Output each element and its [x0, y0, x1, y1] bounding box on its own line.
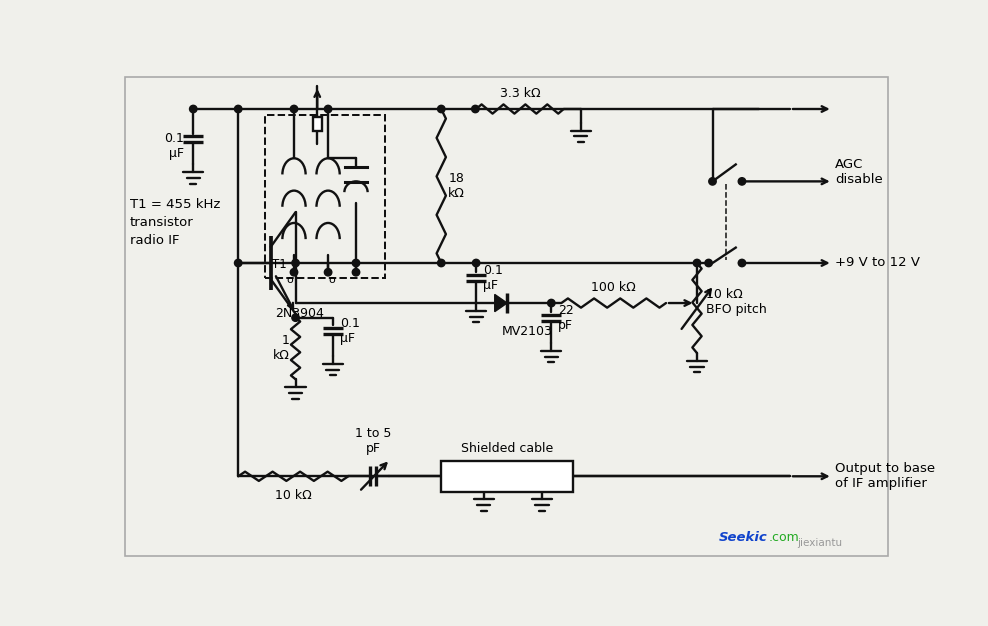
Text: 100 kΩ: 100 kΩ [591, 281, 636, 294]
Text: 18
kΩ: 18 kΩ [449, 172, 465, 200]
Circle shape [291, 259, 299, 267]
Text: AGC
disable: AGC disable [835, 158, 882, 186]
Circle shape [290, 269, 297, 276]
Text: 22
pF: 22 pF [558, 304, 574, 332]
Text: 0.1
μF: 0.1 μF [164, 132, 184, 160]
Text: o: o [287, 275, 293, 285]
Circle shape [547, 299, 555, 307]
FancyBboxPatch shape [124, 75, 889, 557]
Text: T1 = 455 kHz
transistor
radio IF: T1 = 455 kHz transistor radio IF [129, 198, 220, 247]
Text: jiexiantu: jiexiantu [797, 538, 842, 548]
Circle shape [324, 269, 332, 276]
Circle shape [471, 105, 479, 113]
Circle shape [708, 178, 716, 185]
Circle shape [234, 259, 242, 267]
Text: Shielded cable: Shielded cable [461, 442, 553, 454]
Circle shape [694, 259, 700, 267]
Text: 2N3904: 2N3904 [275, 307, 323, 320]
Text: o: o [329, 275, 335, 285]
Circle shape [324, 105, 332, 113]
Circle shape [738, 259, 746, 267]
Circle shape [234, 105, 242, 113]
Circle shape [353, 269, 360, 276]
Text: Output to base
of IF amplifier: Output to base of IF amplifier [835, 462, 935, 490]
Text: MV2103: MV2103 [502, 325, 552, 337]
Circle shape [438, 259, 445, 267]
Text: 0.1
μF: 0.1 μF [340, 317, 360, 345]
Text: 3.3 kΩ: 3.3 kΩ [500, 87, 540, 100]
Text: 10 kΩ: 10 kΩ [275, 489, 311, 501]
Text: +9 V to 12 V: +9 V to 12 V [835, 257, 920, 270]
Circle shape [704, 259, 712, 267]
Circle shape [291, 314, 299, 321]
Circle shape [472, 259, 480, 267]
Circle shape [353, 259, 360, 267]
Circle shape [738, 178, 746, 185]
Text: 1
kΩ: 1 kΩ [273, 334, 289, 362]
Bar [442, 461, 573, 491]
Circle shape [190, 105, 197, 113]
Text: 1 to 5
pF: 1 to 5 pF [355, 427, 391, 454]
Polygon shape [495, 294, 507, 312]
Circle shape [438, 105, 445, 113]
Text: 10 kΩ
BFO pitch: 10 kΩ BFO pitch [706, 288, 767, 316]
Text: .com: .com [769, 531, 799, 545]
Text: Seekic: Seekic [719, 531, 768, 545]
Text: T1: T1 [272, 259, 287, 272]
Bar [312, 116, 322, 131]
Bar [265, 115, 385, 279]
Text: 0.1
μF: 0.1 μF [483, 264, 503, 292]
Circle shape [290, 105, 297, 113]
